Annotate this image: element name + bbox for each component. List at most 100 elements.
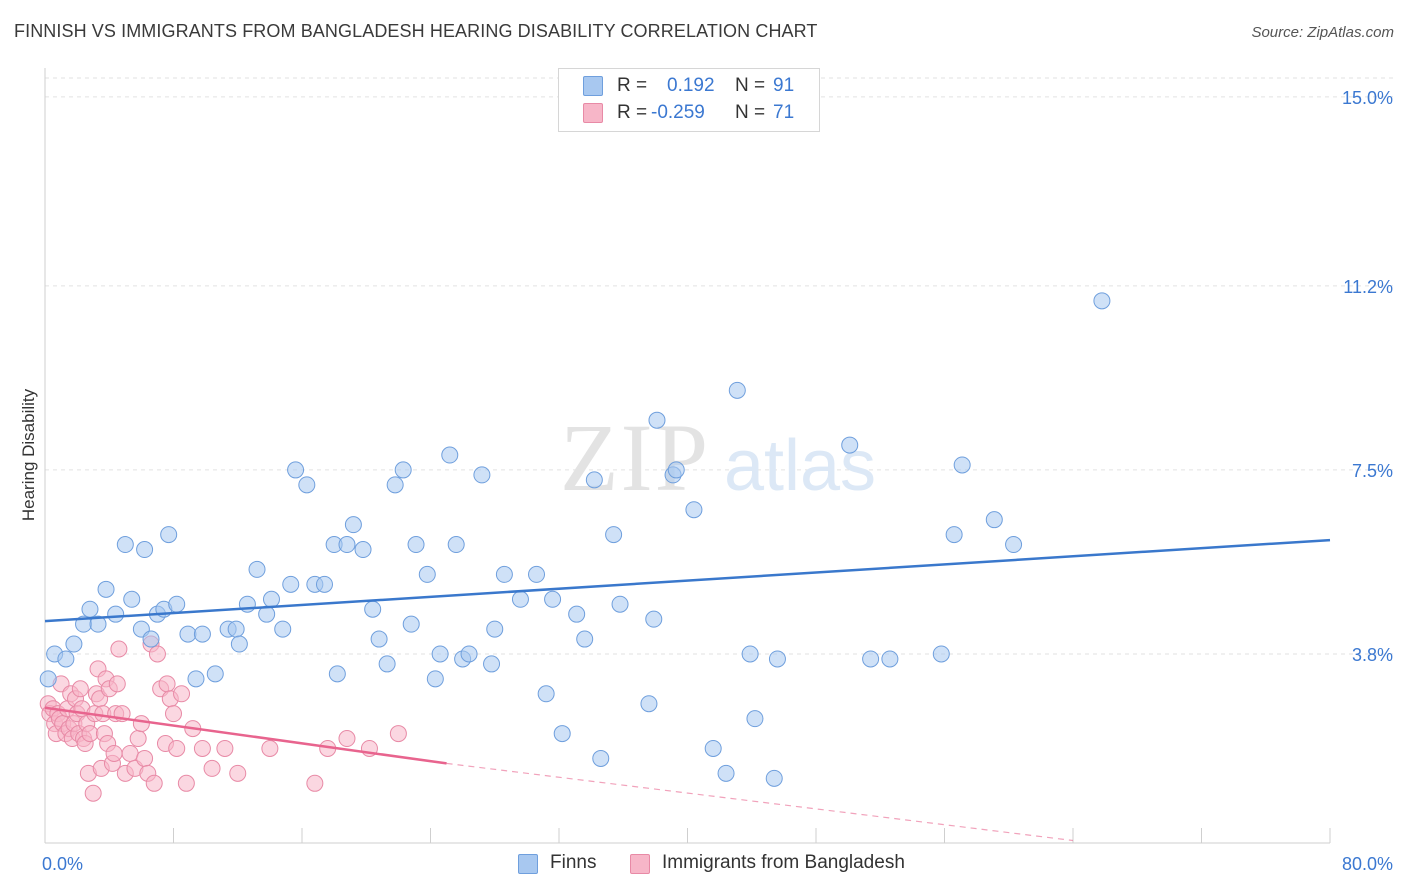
legend-n-label: N = (735, 102, 766, 123)
bangladesh-point (145, 774, 163, 792)
finns-point (431, 645, 449, 663)
finns-point (953, 456, 971, 474)
bangladesh-point (165, 705, 182, 723)
finns-point (227, 620, 245, 638)
bangladesh-point (193, 739, 211, 757)
bottom-legend-swatch-finns (518, 854, 538, 874)
finns-point (568, 605, 586, 623)
finns-point (985, 511, 1003, 529)
bangladesh-point (110, 640, 128, 658)
bangladesh-point (261, 739, 279, 757)
finns-point (862, 650, 880, 668)
finns-point (57, 650, 75, 668)
bangladesh-point (203, 759, 221, 777)
finns-point (187, 670, 205, 688)
finns-point (585, 471, 603, 489)
finns-point (354, 541, 372, 559)
finns-point (528, 565, 546, 583)
finns-point (1093, 292, 1111, 310)
finns-point (483, 655, 501, 673)
y-tick-label: 3.8% (1352, 645, 1393, 665)
finns-point (441, 446, 459, 464)
finns-point (394, 461, 412, 479)
finns-trend-line (44, 538, 1331, 623)
chart-title: FINNISH VS IMMIGRANTS FROM BANGLADESH HE… (14, 21, 818, 41)
finns-point (473, 466, 491, 484)
bangladesh-point (105, 744, 123, 762)
legend: R = 0.192 N = 91 R = -0.259 N = 71 (558, 68, 820, 132)
legend-swatch-bangladesh (583, 103, 603, 123)
legend-r-value: 0.192 (667, 75, 715, 96)
finns-point (945, 526, 963, 544)
finns-point (248, 560, 266, 578)
finns-point (685, 501, 703, 519)
tick-labels: 3.8% 7.5% 11.2% 15.0% 0.0% 80.0% (42, 88, 1393, 874)
bangladesh-point (129, 730, 147, 748)
y-tick-label: 7.5% (1352, 461, 1393, 481)
finns-point (592, 749, 610, 767)
bangladesh-point (158, 675, 176, 693)
bangladesh-point (168, 739, 186, 757)
legend-swatch-finns (583, 76, 603, 96)
legend-r-label: R = (617, 75, 648, 96)
finns-point (728, 381, 746, 399)
bangladesh-point (173, 685, 191, 703)
bangladesh-point (136, 749, 154, 767)
finns-point (717, 764, 735, 782)
bangladesh-point (81, 725, 99, 743)
finns-point (364, 600, 382, 618)
legend-r-value: -0.259 (651, 102, 705, 123)
series-bangladesh-points (39, 635, 407, 802)
finns-point (298, 476, 316, 494)
y-tick-label: 15.0% (1342, 88, 1393, 108)
finns-point (315, 575, 333, 593)
finns-point (107, 605, 125, 623)
bangladesh-point (216, 739, 234, 757)
legend-n-label: N = (735, 75, 766, 96)
bangladesh-trend-extension (446, 762, 1074, 842)
finns-point (605, 526, 623, 544)
finns-point (881, 650, 899, 668)
finns-point (168, 595, 186, 613)
x-tick-label: 0.0% (42, 854, 83, 874)
finns-point (116, 536, 134, 554)
finns-point (370, 630, 388, 648)
bottom-legend-swatch-bangladesh (630, 854, 650, 874)
finns-point (1005, 536, 1023, 554)
bangladesh-point (108, 675, 126, 693)
finns-point (611, 595, 629, 613)
bangladesh-trend-line (44, 706, 447, 765)
finns-point (378, 655, 396, 673)
finns-point (89, 615, 107, 633)
finns-point (511, 590, 529, 608)
finns-point (344, 516, 362, 534)
finns-point (65, 635, 83, 653)
finns-point (386, 476, 404, 494)
finns-point (136, 541, 154, 559)
finns-point (39, 670, 57, 688)
series-finns-points (39, 292, 1111, 787)
finns-point (932, 645, 950, 663)
finns-point (645, 610, 663, 628)
legend-n-value: 91 (773, 75, 795, 96)
bangladesh-point (148, 645, 166, 663)
finns-point (142, 630, 160, 648)
y-tick-label: 11.2% (1343, 277, 1393, 297)
trend-lines (44, 538, 1331, 842)
finns-point (230, 635, 248, 653)
finns-point (765, 769, 783, 787)
source-label: Source: ZipAtlas.com (1251, 24, 1394, 41)
finns-point (495, 565, 513, 583)
x-tick-label: 80.0% (1342, 854, 1393, 874)
finns-point (287, 461, 305, 479)
finns-point (667, 461, 685, 479)
finns-point (193, 625, 211, 643)
finns-point (274, 620, 292, 638)
finns-point (426, 670, 444, 688)
finns-point (206, 665, 224, 683)
bangladesh-point (389, 725, 407, 743)
bangladesh-point (306, 774, 324, 792)
finns-point (640, 695, 658, 713)
finns-point (338, 536, 356, 554)
